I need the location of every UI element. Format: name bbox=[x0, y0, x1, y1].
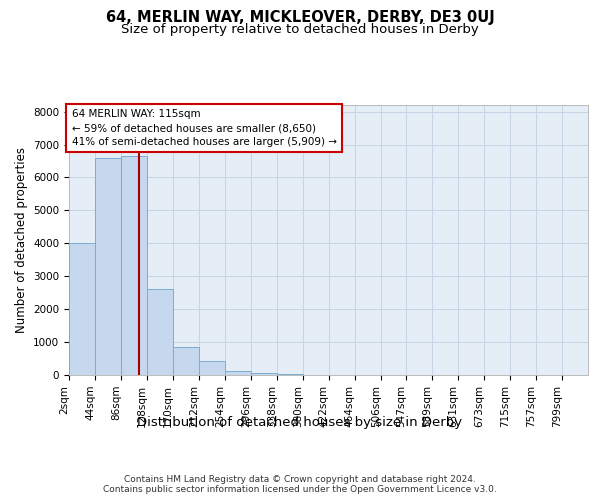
Bar bbox=[121, 156, 147, 375]
Bar bbox=[225, 370, 251, 375]
Bar bbox=[147, 290, 173, 375]
Text: 64 MERLIN WAY: 115sqm
← 59% of detached houses are smaller (8,650)
41% of semi-d: 64 MERLIN WAY: 115sqm ← 59% of detached … bbox=[71, 109, 337, 147]
Text: Size of property relative to detached houses in Derby: Size of property relative to detached ho… bbox=[121, 24, 479, 36]
Bar bbox=[173, 347, 199, 375]
Bar bbox=[251, 373, 277, 375]
Bar bbox=[69, 244, 95, 375]
Y-axis label: Number of detached properties: Number of detached properties bbox=[14, 147, 28, 333]
Text: Contains HM Land Registry data © Crown copyright and database right 2024.
Contai: Contains HM Land Registry data © Crown c… bbox=[103, 474, 497, 494]
Bar bbox=[199, 361, 225, 375]
Bar bbox=[95, 158, 121, 375]
Text: Distribution of detached houses by size in Derby: Distribution of detached houses by size … bbox=[137, 416, 463, 429]
Text: 64, MERLIN WAY, MICKLEOVER, DERBY, DE3 0UJ: 64, MERLIN WAY, MICKLEOVER, DERBY, DE3 0… bbox=[106, 10, 494, 25]
Bar bbox=[277, 374, 303, 375]
